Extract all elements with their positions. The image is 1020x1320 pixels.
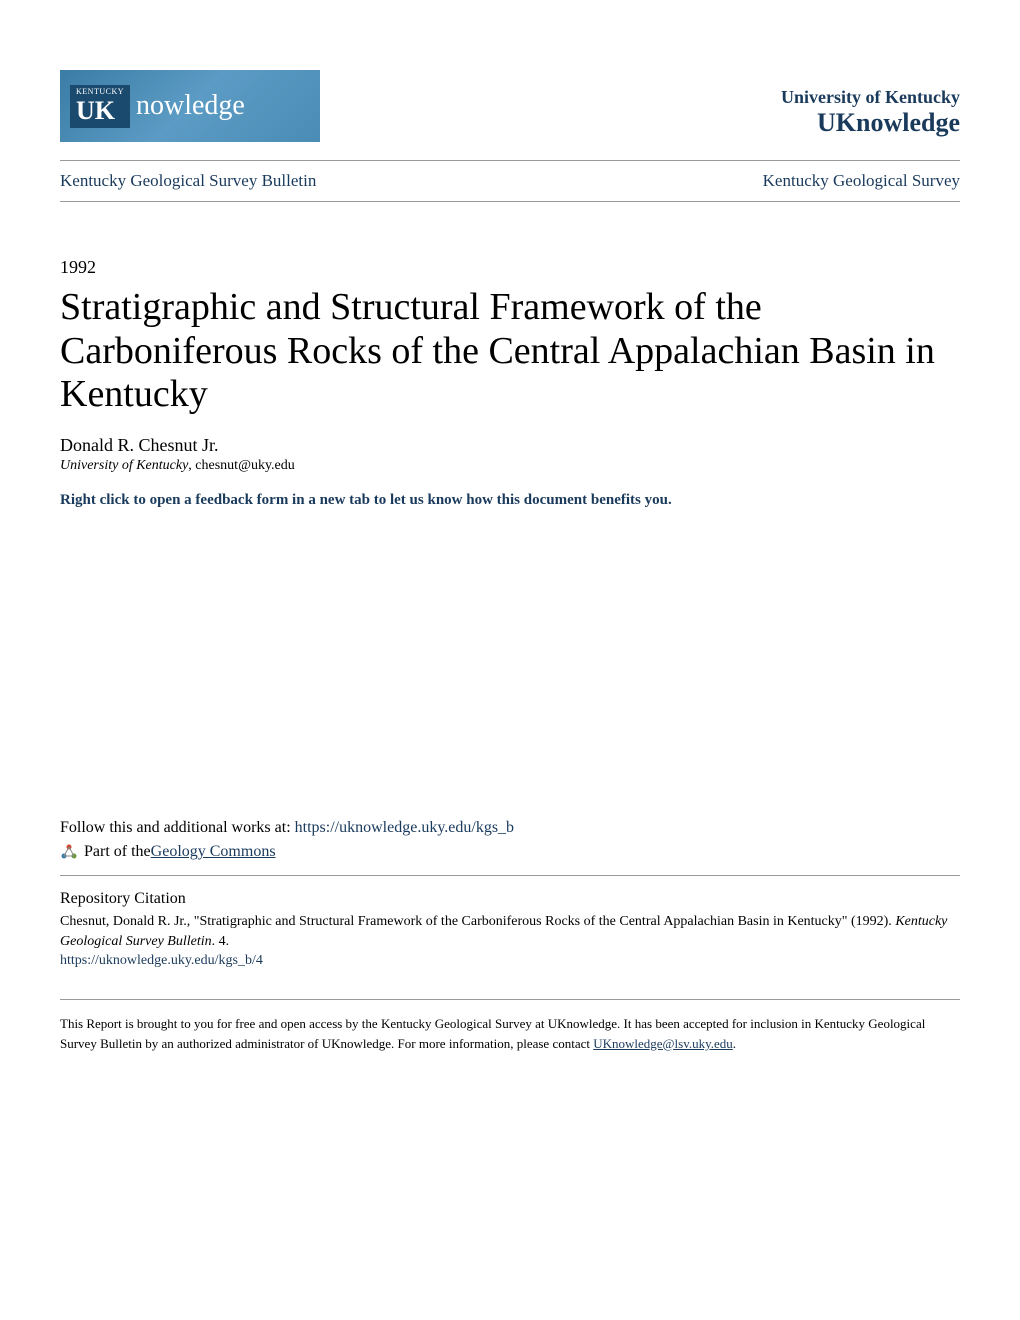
follow-url[interactable]: https://uknowledge.uky.edu/kgs_b	[295, 819, 514, 836]
follow-section: Follow this and additional works at: htt…	[60, 819, 960, 861]
uknowledge-link[interactable]: UKnowledge	[817, 108, 960, 137]
footer-divider	[60, 999, 960, 1000]
breadcrumb-divider	[60, 201, 960, 202]
author-affiliation: University of Kentucky, chesnut@uky.edu	[60, 458, 960, 474]
breadcrumb-left[interactable]: Kentucky Geological Survey Bulletin	[60, 171, 316, 191]
article-title: Stratigraphic and Structural Framework o…	[60, 286, 960, 417]
logo-kentucky-text: KENTUCKY	[76, 87, 124, 96]
logo-knowledge-text: nowledge	[136, 90, 245, 122]
part-of-prefix: Part of the	[84, 843, 151, 861]
citation-part1: Chesnut, Donald R. Jr., "Stratigraphic a…	[60, 914, 895, 929]
header-right: University of Kentucky UKnowledge	[781, 87, 960, 142]
follow-text: Follow this and additional works at: htt…	[60, 819, 960, 837]
follow-divider	[60, 875, 960, 876]
citation-text: Chesnut, Donald R. Jr., "Stratigraphic a…	[60, 912, 960, 951]
part-of-row: Part of the Geology Commons	[60, 843, 960, 861]
university-name: University of Kentucky	[781, 87, 960, 108]
citation-header: Repository Citation	[60, 890, 960, 908]
author-email: , chesnut@uky.edu	[188, 458, 294, 473]
header-row: KENTUCKY UK nowledge University of Kentu…	[60, 70, 960, 142]
network-icon	[60, 843, 78, 861]
footer-part1: This Report is brought to you for free a…	[60, 1016, 925, 1051]
author-institution: University of Kentucky	[60, 458, 188, 473]
footer-part2: .	[733, 1036, 736, 1051]
feedback-link[interactable]: Right click to open a feedback form in a…	[60, 492, 960, 509]
footer-text: This Report is brought to you for free a…	[60, 1014, 960, 1053]
part-of-link[interactable]: Geology Commons	[151, 843, 276, 861]
uknowledge-logo[interactable]: KENTUCKY UK nowledge	[60, 70, 320, 142]
author-name: Donald R. Chesnut Jr.	[60, 435, 960, 456]
breadcrumb-row: Kentucky Geological Survey Bulletin Kent…	[60, 161, 960, 201]
publication-year: 1992	[60, 257, 960, 278]
logo-kentucky-badge: KENTUCKY UK	[70, 85, 130, 128]
citation-part2: . 4.	[212, 934, 230, 949]
follow-prefix: Follow this and additional works at:	[60, 819, 295, 836]
logo-uk-text: UK	[76, 96, 115, 125]
breadcrumb-right[interactable]: Kentucky Geological Survey	[763, 171, 960, 191]
citation-url[interactable]: https://uknowledge.uky.edu/kgs_b/4	[60, 953, 263, 968]
footer-email[interactable]: UKnowledge@lsv.uky.edu	[593, 1036, 733, 1051]
